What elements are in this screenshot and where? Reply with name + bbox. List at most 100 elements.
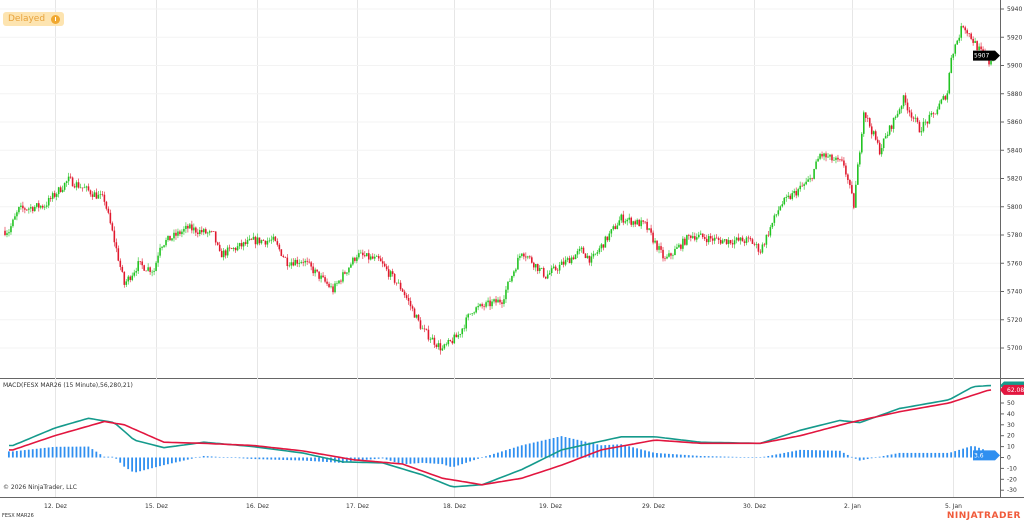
- histogram-bar: [23, 450, 26, 458]
- delayed-badge[interactable]: Delayed: [3, 12, 65, 26]
- histogram-bar: [520, 445, 523, 458]
- histogram-bar: [234, 457, 237, 458]
- candle-body: [803, 184, 805, 186]
- candle-body: [990, 60, 992, 65]
- candle-body: [387, 269, 390, 277]
- candle-body: [177, 231, 179, 236]
- histogram-bar: [823, 450, 825, 458]
- candle-body: [218, 244, 221, 251]
- price-tick-label: 5780: [1007, 232, 1022, 239]
- histogram-bar: [107, 456, 110, 458]
- candle-body: [175, 232, 177, 236]
- candle-body: [61, 189, 64, 192]
- histogram-bar: [159, 457, 161, 467]
- candle-body: [517, 257, 519, 270]
- price-tick-label: 5920: [1007, 34, 1022, 41]
- candle-body: [709, 236, 712, 239]
- candle-body: [499, 299, 501, 303]
- histogram-bar: [425, 457, 428, 464]
- candle-body: [479, 304, 481, 307]
- histogram-bar: [759, 457, 762, 458]
- candle-body: [765, 234, 768, 245]
- candle-body: [369, 256, 372, 260]
- histogram-bar: [842, 452, 845, 458]
- histogram-bar: [381, 457, 384, 459]
- candle-body: [73, 186, 76, 188]
- candle-body: [99, 194, 102, 195]
- candle-body: [204, 229, 207, 234]
- candle-body: [964, 27, 966, 31]
- candle-body: [85, 186, 88, 188]
- candle-body: [797, 189, 799, 196]
- candle-body: [956, 40, 959, 45]
- candle-body: [934, 113, 937, 115]
- candle-body: [401, 289, 404, 292]
- histogram-bar: [540, 440, 543, 458]
- histogram-bar: [656, 453, 658, 458]
- histogram-bar: [39, 448, 42, 458]
- candle-body: [912, 117, 915, 119]
- candle-body: [296, 259, 299, 264]
- histogram-bar: [127, 457, 130, 470]
- histogram-bar: [934, 452, 937, 458]
- histogram-bar: [206, 456, 209, 458]
- candle-body: [216, 242, 219, 245]
- candle-body: [503, 299, 505, 304]
- candle-body: [703, 237, 706, 239]
- date-label: 17. Dez: [346, 503, 369, 510]
- candle-body: [312, 266, 314, 274]
- candle-body: [926, 121, 929, 124]
- histogram-value-label-marker: [973, 450, 1000, 461]
- date-label: 30. Dez: [743, 503, 766, 510]
- candle-body: [214, 231, 217, 243]
- candle-body: [894, 116, 897, 118]
- candle-body: [475, 307, 477, 313]
- candle-body: [210, 231, 213, 232]
- histogram-bar: [79, 446, 82, 458]
- candle-body: [37, 203, 40, 208]
- candle-body: [224, 250, 227, 256]
- candles: [4, 22, 994, 355]
- candle-body: [417, 314, 420, 321]
- candle-body: [393, 274, 396, 283]
- candle-body: [711, 238, 714, 241]
- candle-body: [447, 340, 450, 345]
- histogram-bar: [846, 454, 849, 458]
- candle-body: [81, 187, 84, 189]
- candle-body: [222, 250, 225, 258]
- candle-body: [811, 178, 813, 179]
- candle-body: [69, 176, 72, 178]
- candle-body: [568, 258, 571, 264]
- histogram-bar: [485, 456, 487, 458]
- histogram-bar: [564, 437, 567, 458]
- candle-body: [783, 197, 786, 205]
- candle-body: [252, 236, 255, 240]
- histogram-bar: [135, 457, 138, 473]
- candle-body: [308, 261, 310, 263]
- candle-body: [179, 231, 181, 235]
- candle-body: [544, 276, 547, 279]
- histogram-bar: [11, 451, 14, 458]
- histogram-bar: [827, 450, 829, 458]
- candle-body: [51, 193, 54, 199]
- candle-body: [105, 201, 108, 209]
- histogram-bar: [906, 452, 909, 458]
- histogram-bar: [675, 454, 678, 458]
- candle-body: [16, 212, 18, 217]
- candle-body: [511, 276, 513, 282]
- candle-body: [570, 257, 573, 264]
- candle-body: [954, 44, 957, 54]
- candle-body: [67, 176, 70, 182]
- candle-body: [119, 260, 122, 267]
- candle-body: [843, 160, 845, 166]
- candle-body: [578, 248, 581, 252]
- histogram-bar: [429, 457, 432, 464]
- candle-body: [853, 193, 855, 208]
- histogram-bar: [449, 457, 452, 467]
- candle-body: [815, 161, 817, 169]
- candle-body: [409, 300, 412, 307]
- candle-body: [20, 205, 22, 207]
- histogram-bar: [723, 456, 726, 458]
- price-tick-label: 5700: [1007, 345, 1022, 352]
